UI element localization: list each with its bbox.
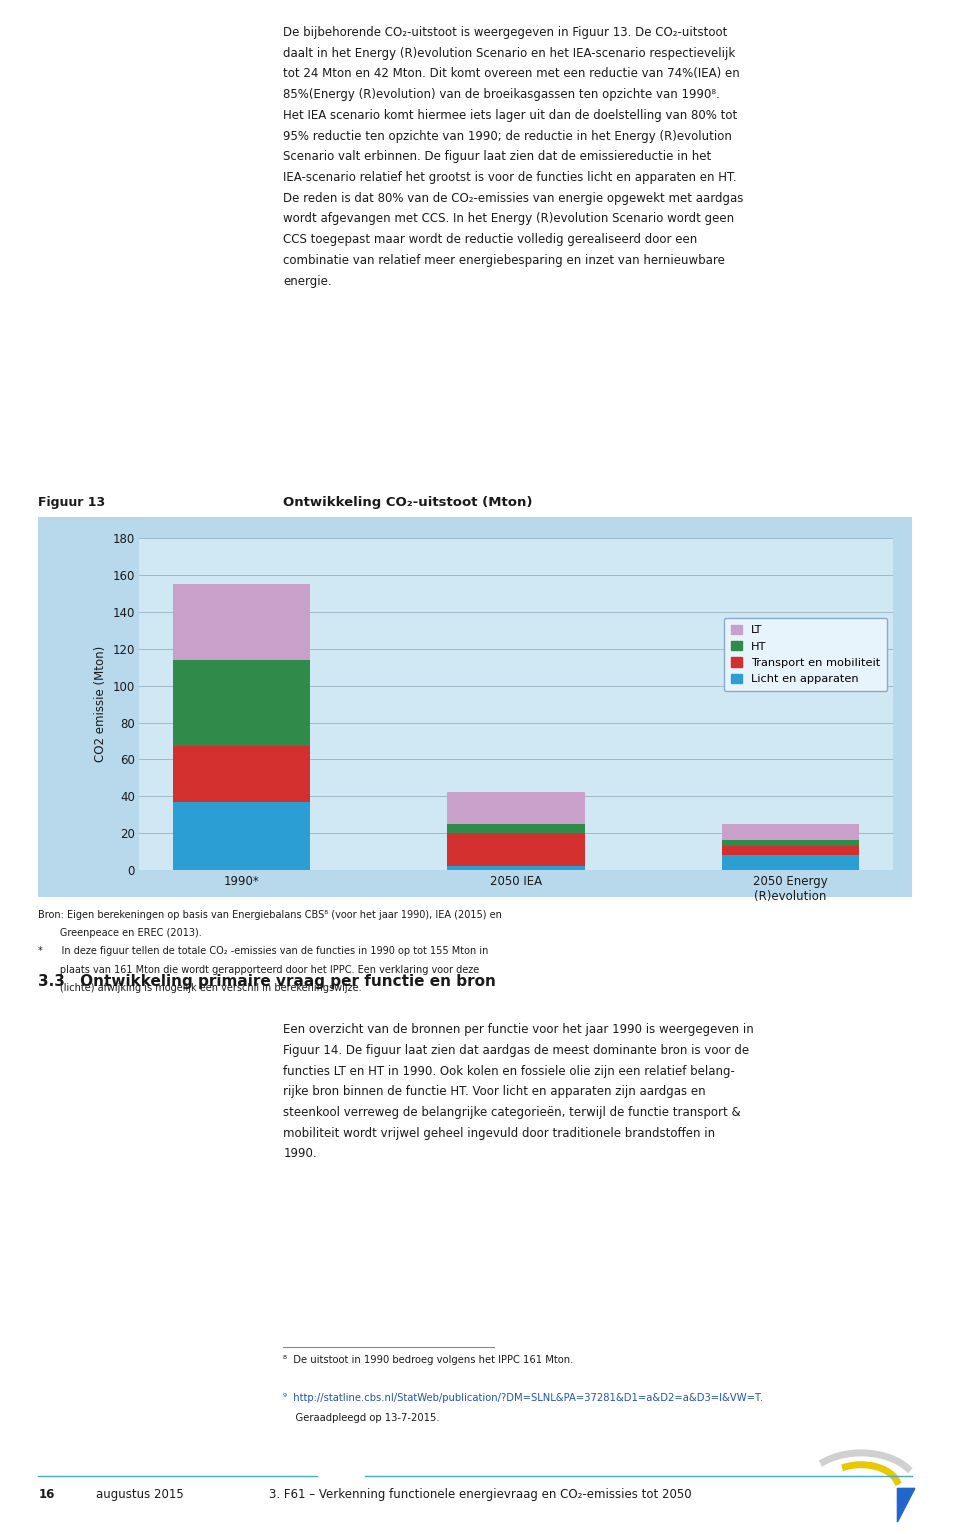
Text: mobiliteit wordt vrijwel geheel ingevuld door traditionele brandstoffen in: mobiliteit wordt vrijwel geheel ingevuld… bbox=[283, 1126, 715, 1140]
Text: Scenario valt erbinnen. De figuur laat zien dat de emissiereductie in het: Scenario valt erbinnen. De figuur laat z… bbox=[283, 150, 711, 163]
Text: 85%(Energy (R)evolution) van de broeikasgassen ten opzichte van 1990⁸.: 85%(Energy (R)evolution) van de broeikas… bbox=[283, 87, 720, 101]
Y-axis label: CO2 emissie (Mton): CO2 emissie (Mton) bbox=[94, 646, 108, 762]
Bar bbox=[722, 824, 858, 841]
Bar bbox=[174, 747, 310, 802]
Text: Bron: Eigen berekeningen op basis van Energiebalans CBS⁸ (voor het jaar 1990), I: Bron: Eigen berekeningen op basis van En… bbox=[38, 910, 502, 920]
Text: Het IEA scenario komt hiermee iets lager uit dan de doelstelling van 80% tot: Het IEA scenario komt hiermee iets lager… bbox=[283, 109, 737, 121]
Bar bbox=[174, 802, 310, 870]
Text: Ontwikkeling CO₂-uitstoot (Mton): Ontwikkeling CO₂-uitstoot (Mton) bbox=[283, 497, 533, 509]
Text: 95% reductie ten opzichte van 1990; de reductie in het Energy (R)evolution: 95% reductie ten opzichte van 1990; de r… bbox=[283, 130, 732, 143]
Text: rijke bron binnen de functie HT. Voor licht en apparaten zijn aardgas en: rijke bron binnen de functie HT. Voor li… bbox=[283, 1086, 706, 1098]
Bar bbox=[174, 584, 310, 660]
Text: steenkool verreweg de belangrijke categorieën, terwijl de functie transport &: steenkool verreweg de belangrijke catego… bbox=[283, 1106, 741, 1118]
Text: CCS toegepast maar wordt de reductie volledig gerealiseerd door een: CCS toegepast maar wordt de reductie vol… bbox=[283, 233, 698, 245]
Text: daalt in het Energy (R)evolution Scenario en het IEA-scenario respectievelijk: daalt in het Energy (R)evolution Scenari… bbox=[283, 48, 735, 60]
Text: tot 24 Mton en 42 Mton. Dit komt overeen met een reductie van 74%(IEA) en: tot 24 Mton en 42 Mton. Dit komt overeen… bbox=[283, 67, 740, 80]
Text: ⁸  De uitstoot in 1990 bedroeg volgens het IPPC 161 Mton.: ⁸ De uitstoot in 1990 bedroeg volgens he… bbox=[283, 1355, 573, 1365]
Bar bbox=[447, 867, 585, 870]
Text: Figuur 14. De figuur laat zien dat aardgas de meest dominante bron is voor de: Figuur 14. De figuur laat zien dat aardg… bbox=[283, 1045, 750, 1057]
Text: energie.: energie. bbox=[283, 275, 332, 287]
Text: De bijbehorende CO₂-uitstoot is weergegeven in Figuur 13. De CO₂-uitstoot: De bijbehorende CO₂-uitstoot is weergege… bbox=[283, 26, 728, 38]
Text: Een overzicht van de bronnen per functie voor het jaar 1990 is weergegeven in: Een overzicht van de bronnen per functie… bbox=[283, 1023, 754, 1035]
Text: De reden is dat 80% van de CO₂-emissies van energie opgewekt met aardgas: De reden is dat 80% van de CO₂-emissies … bbox=[283, 192, 744, 204]
Text: augustus 2015: augustus 2015 bbox=[96, 1488, 183, 1500]
Text: 3. F61 – Verkenning functionele energievraag en CO₂-emissies tot 2050: 3. F61 – Verkenning functionele energiev… bbox=[269, 1488, 691, 1500]
Text: plaats van 161 Mton die wordt gerapporteerd door het IPPC. Een verklaring voor d: plaats van 161 Mton die wordt gerapporte… bbox=[38, 965, 480, 976]
Text: Geraadpleegd op 13-7-2015.: Geraadpleegd op 13-7-2015. bbox=[283, 1413, 440, 1424]
Text: Greenpeace en EREC (2013).: Greenpeace en EREC (2013). bbox=[38, 928, 203, 939]
Polygon shape bbox=[898, 1488, 915, 1522]
Text: Figuur 13: Figuur 13 bbox=[38, 497, 106, 509]
Bar bbox=[447, 793, 585, 824]
Text: combinatie van relatief meer energiebesparing en inzet van hernieuwbare: combinatie van relatief meer energiebesp… bbox=[283, 253, 725, 267]
Text: 1990.: 1990. bbox=[283, 1147, 317, 1160]
Bar bbox=[174, 660, 310, 747]
Text: 3.3 Ontwikkeling primaire vraag per functie en bron: 3.3 Ontwikkeling primaire vraag per func… bbox=[38, 974, 496, 989]
Text: IEA-scenario relatief het grootst is voor de functies licht en apparaten en HT.: IEA-scenario relatief het grootst is voo… bbox=[283, 172, 737, 184]
Text: (lichte) afwijking is mogelijk een verschil in berekeningswijze.: (lichte) afwijking is mogelijk een versc… bbox=[38, 983, 362, 994]
Text: *      In deze figuur tellen de totale CO₂ -emissies van de functies in 1990 op : * In deze figuur tellen de totale CO₂ -e… bbox=[38, 946, 489, 957]
Text: 16: 16 bbox=[38, 1488, 55, 1500]
Bar bbox=[722, 841, 858, 845]
Text: wordt afgevangen met CCS. In het Energy (R)evolution Scenario wordt geen: wordt afgevangen met CCS. In het Energy … bbox=[283, 213, 734, 225]
Bar bbox=[447, 824, 585, 833]
Bar bbox=[722, 845, 858, 854]
Bar bbox=[722, 854, 858, 870]
Bar bbox=[447, 833, 585, 867]
Legend: LT, HT, Transport en mobiliteit, Licht en apparaten: LT, HT, Transport en mobiliteit, Licht e… bbox=[724, 618, 887, 692]
Text: functies LT en HT in 1990. Ook kolen en fossiele olie zijn een relatief belang-: functies LT en HT in 1990. Ook kolen en … bbox=[283, 1065, 735, 1077]
Text: ⁹  http://statline.cbs.nl/StatWeb/publication/?DM=SLNL&PA=37281&D1=a&D2=a&D3=l&V: ⁹ http://statline.cbs.nl/StatWeb/publica… bbox=[283, 1393, 763, 1404]
